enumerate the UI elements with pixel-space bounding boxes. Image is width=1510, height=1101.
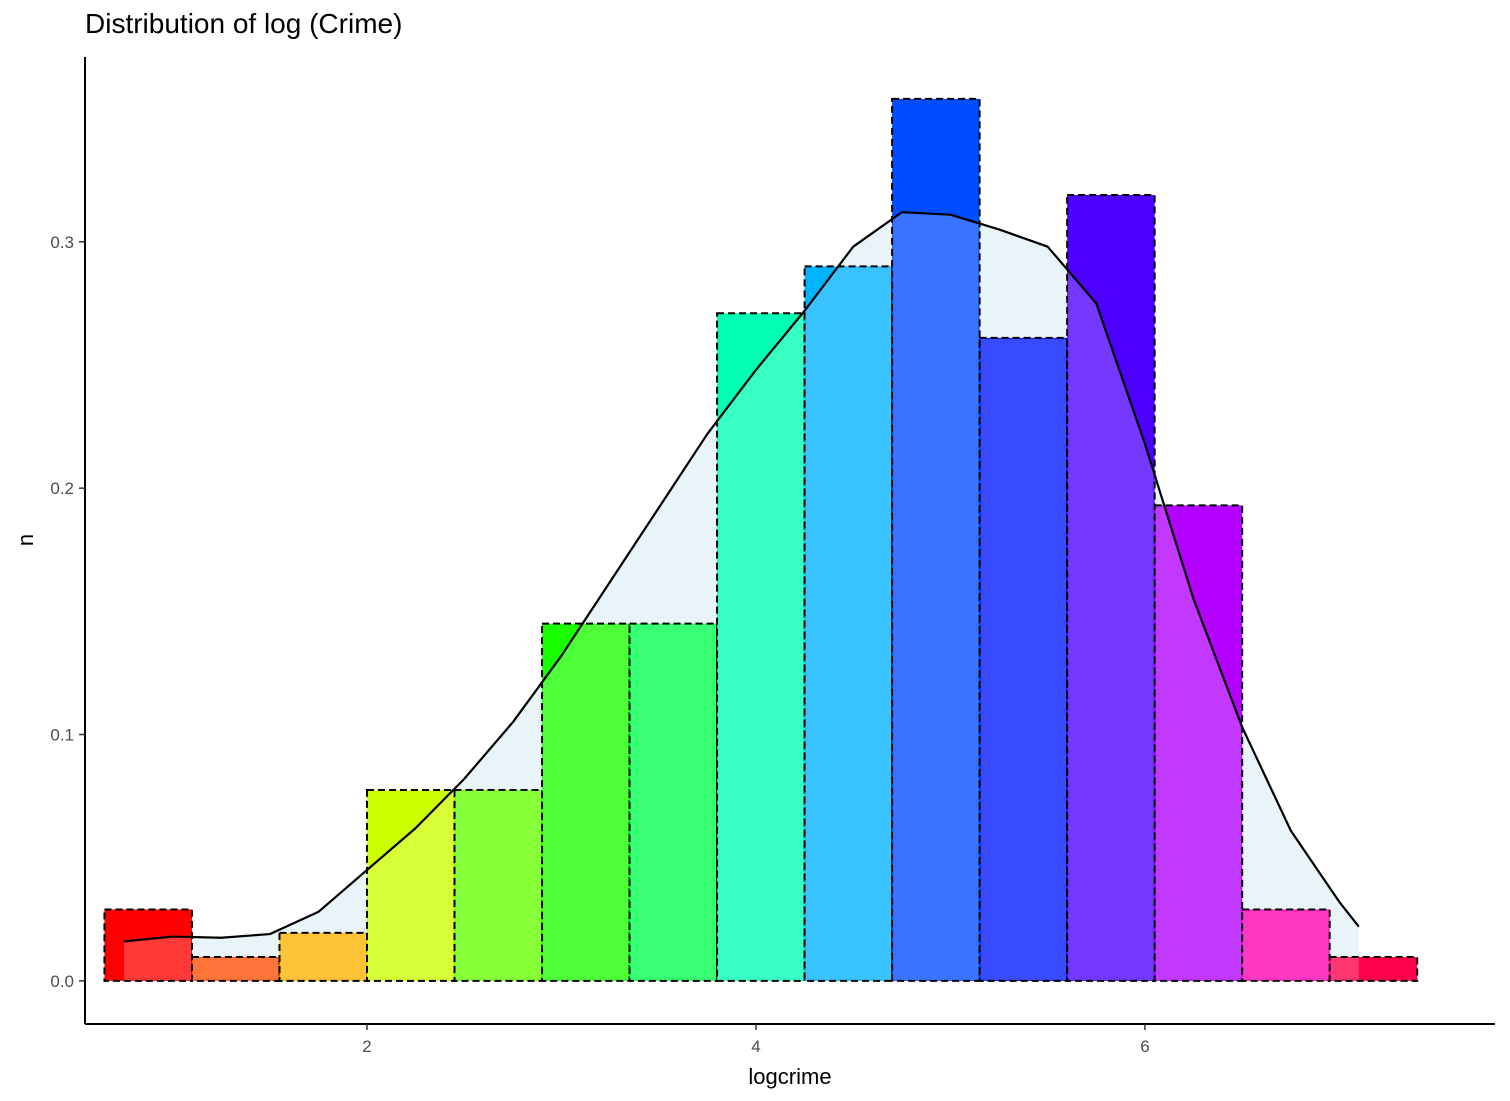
histogram-bar — [803, 265, 894, 982]
x-axis-title: logcrime — [748, 1064, 831, 1089]
histogram-bar — [628, 622, 719, 982]
density-line-layer — [123, 211, 1360, 943]
histogram-bar — [891, 97, 981, 982]
histogram-bar — [1153, 504, 1244, 982]
density-line — [123, 211, 1360, 943]
chart-title: Distribution of log (Crime) — [85, 8, 403, 39]
bar-density-overlay — [1243, 910, 1329, 980]
histogram-bar — [103, 908, 193, 982]
y-ticks: 0.0 0.1 0.2 0.3 — [50, 233, 85, 991]
histogram-bar — [1241, 908, 1331, 982]
histogram-bar — [453, 788, 544, 982]
bars-layer — [103, 97, 1419, 982]
bar-density-overlay — [980, 338, 1067, 980]
y-tick-label: 0.2 — [50, 479, 74, 498]
bar-density-overlay — [718, 314, 804, 980]
histogram-bar — [541, 622, 631, 982]
x-tick-label: 6 — [1140, 1037, 1149, 1056]
histogram-bar — [716, 312, 806, 982]
x-tick-label: 2 — [362, 1037, 371, 1056]
bar-density-overlay — [543, 624, 629, 980]
y-axis-title: n — [13, 534, 38, 546]
histogram-bar — [1328, 955, 1419, 982]
y-tick-label: 0.0 — [50, 972, 74, 991]
bar-density-overlay — [805, 267, 892, 980]
bar-density-overlay — [893, 212, 979, 980]
y-tick-label: 0.3 — [50, 233, 74, 252]
bar-density-overlay — [630, 624, 717, 980]
y-tick-label: 0.1 — [50, 726, 74, 745]
bar-density-overlay — [192, 957, 279, 980]
x-tick-label: 4 — [751, 1037, 760, 1056]
histogram-bar — [978, 336, 1069, 982]
histogram-bar — [1066, 193, 1156, 982]
bar-density-overlay — [1330, 957, 1359, 980]
bar-density-overlay — [455, 790, 542, 980]
x-ticks: 2 4 6 — [362, 1024, 1150, 1056]
bar-density-overlay — [280, 933, 366, 980]
